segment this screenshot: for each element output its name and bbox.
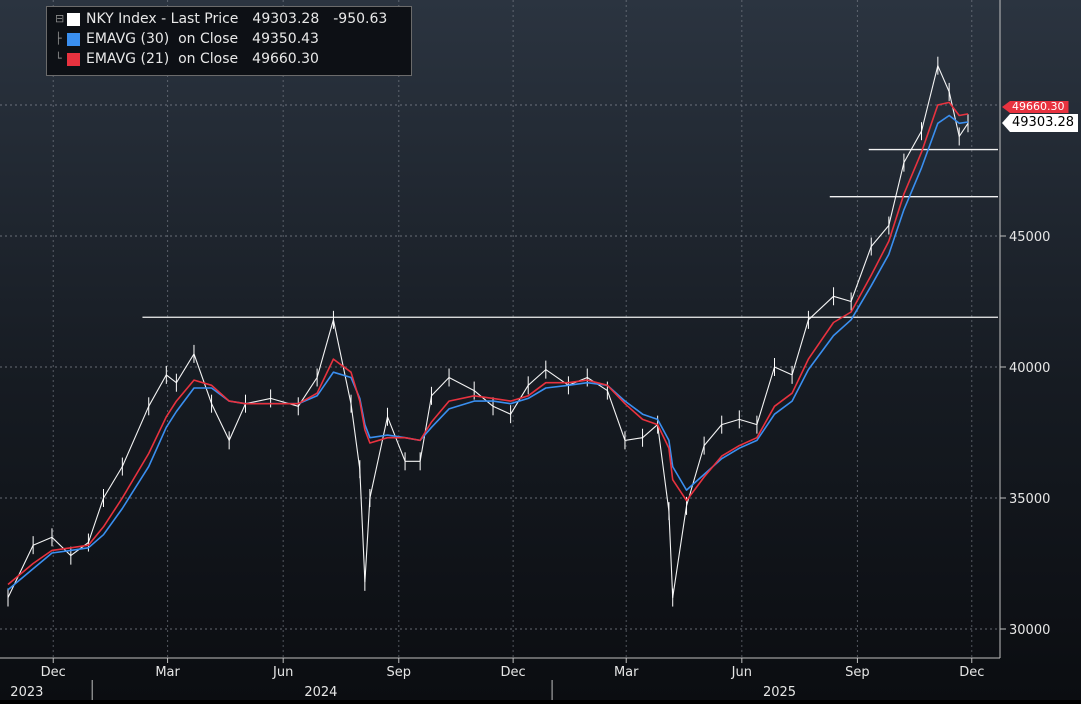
legend-item-last-price: ⊟ NKY Index - Last Price 49303.28 -950.6… <box>55 9 411 29</box>
x-tick-label: Dec <box>959 665 984 680</box>
x-tick-label: Mar <box>155 665 180 680</box>
legend-change: -950.63 <box>333 11 388 27</box>
legend-swatch-ema21 <box>67 52 80 66</box>
x-tick-label: Mar <box>614 665 639 680</box>
collapse-icon[interactable]: ⊟ <box>55 12 65 25</box>
grid <box>0 0 1000 658</box>
x-year-label: 2024 <box>304 685 337 700</box>
x-tick-label: Jun <box>272 665 293 680</box>
legend-value: 49303.28 <box>252 11 320 27</box>
legend-value: 49350.43 <box>252 31 319 47</box>
axes: 30000 35000 40000 45000 Dec Mar Jun Sep Dec Mar Ju… <box>0 0 1050 700</box>
y-tick-label: 40000 <box>1009 361 1050 376</box>
y-tick-label: 30000 <box>1009 623 1050 638</box>
legend-item-ema21: └ EMAVG (21) on Close 49660.30 <box>55 49 411 69</box>
x-tick-label: Jun <box>731 665 752 680</box>
legend-item-ema30: ├ EMAVG (30) on Close 49350.43 <box>55 29 411 49</box>
horizontal-levels <box>142 148 998 318</box>
tree-branch-icon: ├ <box>55 32 62 45</box>
last-price-flag: 49303.28 <box>1002 114 1079 132</box>
legend-label: EMAVG (21) on Close <box>86 51 239 67</box>
legend-label: NKY Index - Last Price <box>86 11 239 27</box>
series-line <box>7 101 969 586</box>
x-tick-label: Sep <box>387 665 412 680</box>
y-tick-label: 35000 <box>1009 492 1050 507</box>
series-line <box>7 65 969 599</box>
x-year-label: 2023 <box>10 685 43 700</box>
series-lines <box>7 56 969 607</box>
x-tick-label: Dec <box>41 665 66 680</box>
legend-swatch-ema30 <box>67 32 80 46</box>
x-tick-label: Sep <box>845 665 870 680</box>
x-year-label: 2025 <box>763 685 796 700</box>
chart-legend: ⊟ NKY Index - Last Price 49303.28 -950.6… <box>46 6 412 76</box>
legend-swatch-last-price <box>67 12 80 26</box>
legend-value: 49660.30 <box>252 51 319 67</box>
tree-branch-icon: └ <box>55 52 62 65</box>
legend-label: EMAVG (30) on Close <box>86 31 239 47</box>
series-line <box>7 114 969 591</box>
x-tick-label: Dec <box>501 665 526 680</box>
y-tick-label: 45000 <box>1009 230 1050 245</box>
ema21-price-flag: 49660.30 <box>1002 101 1069 113</box>
